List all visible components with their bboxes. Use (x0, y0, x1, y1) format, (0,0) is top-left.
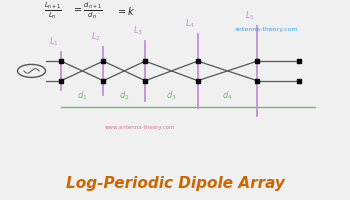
Text: $\frac{L_{n+1}}{L_n}$: $\frac{L_{n+1}}{L_n}$ (43, 0, 62, 21)
Text: $d_3$: $d_3$ (166, 89, 177, 102)
Text: $L_3$: $L_3$ (133, 24, 142, 37)
Text: $= \frac{d_{n+1}}{d_n}$: $= \frac{d_{n+1}}{d_n}$ (72, 0, 103, 21)
Text: $L_4$: $L_4$ (185, 18, 195, 30)
Text: www.antenna-theory.com: www.antenna-theory.com (105, 125, 175, 130)
Text: $d_2$: $d_2$ (119, 89, 130, 102)
Text: $d_4$: $d_4$ (222, 89, 233, 102)
Text: antenna-theory.com: antenna-theory.com (234, 27, 298, 32)
Text: Log-Periodic Dipole Array: Log-Periodic Dipole Array (65, 176, 285, 191)
Text: $d_1$: $d_1$ (77, 89, 88, 102)
Text: $L_5$: $L_5$ (245, 10, 254, 22)
Text: $L_2$: $L_2$ (91, 31, 100, 43)
Text: $L_1$: $L_1$ (49, 36, 58, 48)
Text: $= k$: $= k$ (116, 5, 136, 17)
